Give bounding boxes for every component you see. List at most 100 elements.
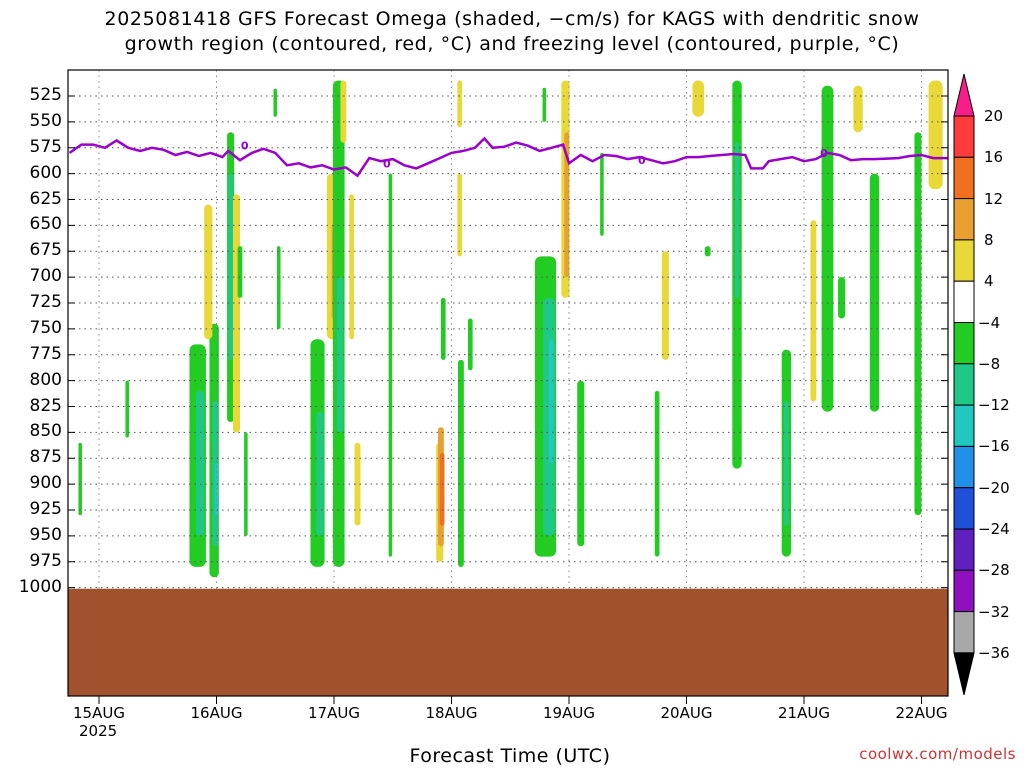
omega-area xyxy=(853,85,863,133)
y-tick-label: 900 xyxy=(29,473,62,494)
omega-area xyxy=(237,246,243,298)
freezing-level-label: 0 xyxy=(241,140,249,153)
y-tick-label: 600 xyxy=(29,162,62,183)
x-tick-label: 17AUG xyxy=(308,704,360,722)
colorbar-bottom-arrow xyxy=(953,652,975,696)
omega-area xyxy=(600,152,604,236)
colorbar-swatch xyxy=(953,156,975,200)
omega-area xyxy=(340,80,347,143)
chart-title-line-2: growth region (contoured, red, °C) and f… xyxy=(124,33,900,55)
omega-shaded-areas xyxy=(78,80,943,578)
omega-area xyxy=(654,390,660,557)
y-tick-label: 950 xyxy=(29,524,62,545)
y-tick-label: 1000 xyxy=(18,576,62,597)
omega-area xyxy=(810,220,817,402)
y-tick-marks xyxy=(68,95,948,589)
omega-area xyxy=(914,132,922,516)
colorbar xyxy=(953,73,975,696)
y-tick-label: 925 xyxy=(29,499,62,519)
omega-area xyxy=(78,442,82,516)
y-tick-label: 550 xyxy=(29,110,62,131)
freezing-level-contour xyxy=(68,136,948,178)
x-year-label: 2025 xyxy=(79,722,118,740)
omega-area xyxy=(232,194,240,433)
omega-area xyxy=(577,380,585,547)
omega-area xyxy=(692,80,705,117)
colorbar-label: −20 xyxy=(978,478,1010,497)
y-tick-label: 625 xyxy=(29,188,62,209)
freezing-level-label: 0 xyxy=(638,154,646,167)
x-tick-marks xyxy=(98,696,922,704)
credit-link[interactable]: coolwx.com/models xyxy=(859,745,1016,763)
colorbar-label: 8 xyxy=(984,230,994,249)
y-tick-label: 650 xyxy=(29,214,62,235)
plot-frame xyxy=(67,69,949,697)
omega-area xyxy=(549,339,554,464)
omega-area xyxy=(228,173,233,360)
omega-area xyxy=(734,142,740,298)
colorbar-top-arrow xyxy=(953,73,975,117)
x-tick-label: 18AUG xyxy=(425,704,478,722)
colorbar-swatch xyxy=(953,115,975,158)
chart-title-line-1: 2025081418 GFS Forecast Omega (shaded, −… xyxy=(104,8,920,30)
omega-area xyxy=(821,85,834,412)
colorbar-label: −24 xyxy=(978,520,1010,538)
y-tick-label: 675 xyxy=(29,240,62,261)
colorbar-label: −16 xyxy=(978,437,1010,456)
colorbar-swatch xyxy=(953,404,975,447)
omega-area xyxy=(125,380,129,438)
colorbar-swatch xyxy=(953,363,975,406)
x-tick-label: 16AUG xyxy=(190,704,243,722)
omega-area xyxy=(439,453,445,526)
omega-area xyxy=(457,359,464,567)
ground-surface xyxy=(68,588,948,696)
y-tick-label: 975 xyxy=(29,550,62,571)
omega-area xyxy=(316,411,324,536)
omega-area xyxy=(784,401,789,526)
x-tick-label: 15AUG xyxy=(73,704,125,722)
omega-area xyxy=(661,251,669,360)
x-tick-label: 20AUG xyxy=(660,704,713,722)
x-tick-label: 21AUG xyxy=(778,704,830,722)
colorbar-swatch xyxy=(953,322,975,365)
y-tick-label: 800 xyxy=(29,369,62,390)
y-tick-label: 750 xyxy=(29,317,62,338)
omega-area xyxy=(457,173,463,257)
y-tick-label: 850 xyxy=(29,421,62,442)
colorbar-swatch xyxy=(953,239,975,282)
omega-area xyxy=(928,80,943,190)
colorbar-swatch xyxy=(953,528,975,571)
colorbar-swatch xyxy=(953,569,975,613)
omega-area xyxy=(336,277,343,433)
colorbar-swatch xyxy=(953,611,975,654)
colorbar-label: −12 xyxy=(978,396,1010,415)
omega-area xyxy=(277,246,281,329)
x-tick-label: 22AUG xyxy=(895,704,948,722)
colorbar-label: 16 xyxy=(984,148,1004,167)
colorbar-label: −28 xyxy=(978,561,1010,580)
omega-area xyxy=(542,87,547,122)
y-tick-label: 575 xyxy=(29,136,62,157)
omega-area xyxy=(457,80,463,128)
x-axis-title: Forecast Time (UTC) xyxy=(409,745,611,767)
omega-area xyxy=(195,390,205,536)
colorbar-label: −4 xyxy=(978,313,1001,332)
colorbar-swatch xyxy=(953,280,975,324)
x-tick-label: 19AUG xyxy=(543,704,595,722)
y-tick-label: 525 xyxy=(29,85,62,105)
colorbar-label: 20 xyxy=(984,107,1004,125)
omega-area xyxy=(388,173,393,557)
colorbar-swatch xyxy=(953,487,975,530)
colorbar-swatch xyxy=(953,445,975,489)
colorbar-label: −36 xyxy=(978,643,1010,662)
y-tick-label: 775 xyxy=(29,343,62,364)
omega-area xyxy=(467,318,473,371)
omega-area xyxy=(704,246,711,257)
omega-area xyxy=(838,277,846,319)
omega-area xyxy=(349,194,354,340)
freezing-level-label: 0 xyxy=(383,157,391,170)
colorbar-label: −32 xyxy=(978,602,1010,621)
omega-area xyxy=(204,204,213,340)
y-tick-label: 875 xyxy=(29,447,62,468)
